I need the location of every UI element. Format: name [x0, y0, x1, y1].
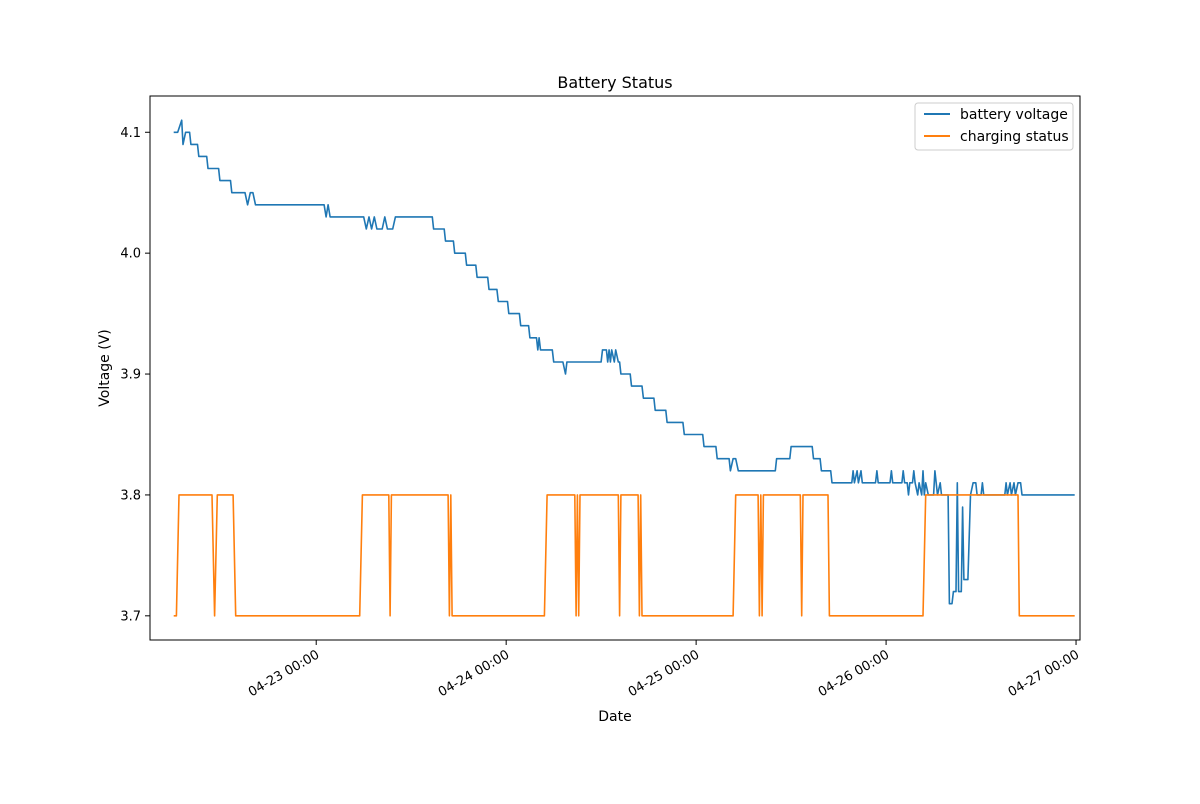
y-tick-label: 4.0 — [120, 247, 141, 262]
y-tick-label: 3.9 — [120, 368, 141, 383]
x-axis-label: Date — [598, 709, 631, 725]
legend-label-2: charging status — [960, 129, 1069, 145]
legend-label-1: battery voltage — [960, 107, 1068, 123]
y-tick-label: 3.7 — [120, 609, 141, 624]
y-tick-label: 4.1 — [120, 126, 141, 141]
plot-frame — [149, 95, 1081, 641]
series-line-2 — [173, 494, 1075, 617]
chart-title: Battery Status — [557, 73, 672, 92]
y-tick-label: 3.8 — [120, 488, 141, 503]
series-line-1 — [173, 119, 1075, 605]
legend: battery voltage charging status — [914, 102, 1074, 151]
y-axis-label: Voltage (V) — [97, 329, 113, 406]
legend-box — [914, 102, 1074, 151]
plot-area — [173, 119, 1075, 617]
